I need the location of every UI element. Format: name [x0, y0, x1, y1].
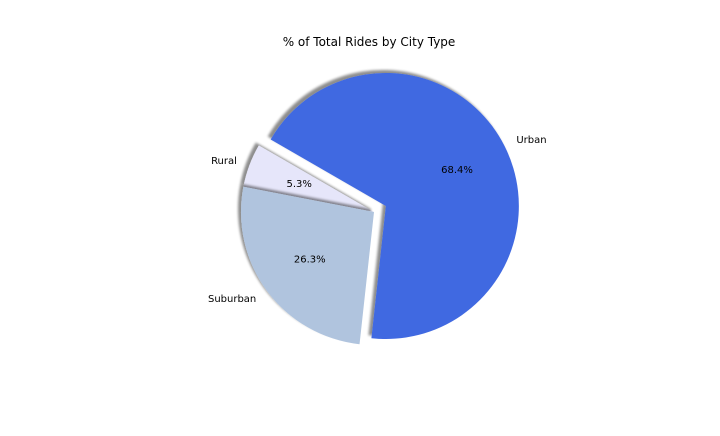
category-label-rural: Rural [211, 156, 237, 167]
pct-label-suburban: 26.3% [294, 254, 326, 265]
pie-slice-urban [270, 72, 519, 339]
pie-slice-suburban [241, 186, 374, 345]
chart-title: % of Total Rides by City Type [283, 35, 456, 49]
pie-slices [241, 72, 519, 345]
pie-labels: 5.3% Rural 26.3% Suburban 68.4% Urban [208, 135, 547, 305]
pct-label-urban: 68.4% [441, 165, 473, 176]
pie-slice-rural [243, 145, 374, 212]
category-label-urban: Urban [516, 135, 546, 146]
category-label-suburban: Suburban [208, 294, 256, 305]
pct-label-rural: 5.3% [287, 179, 312, 190]
